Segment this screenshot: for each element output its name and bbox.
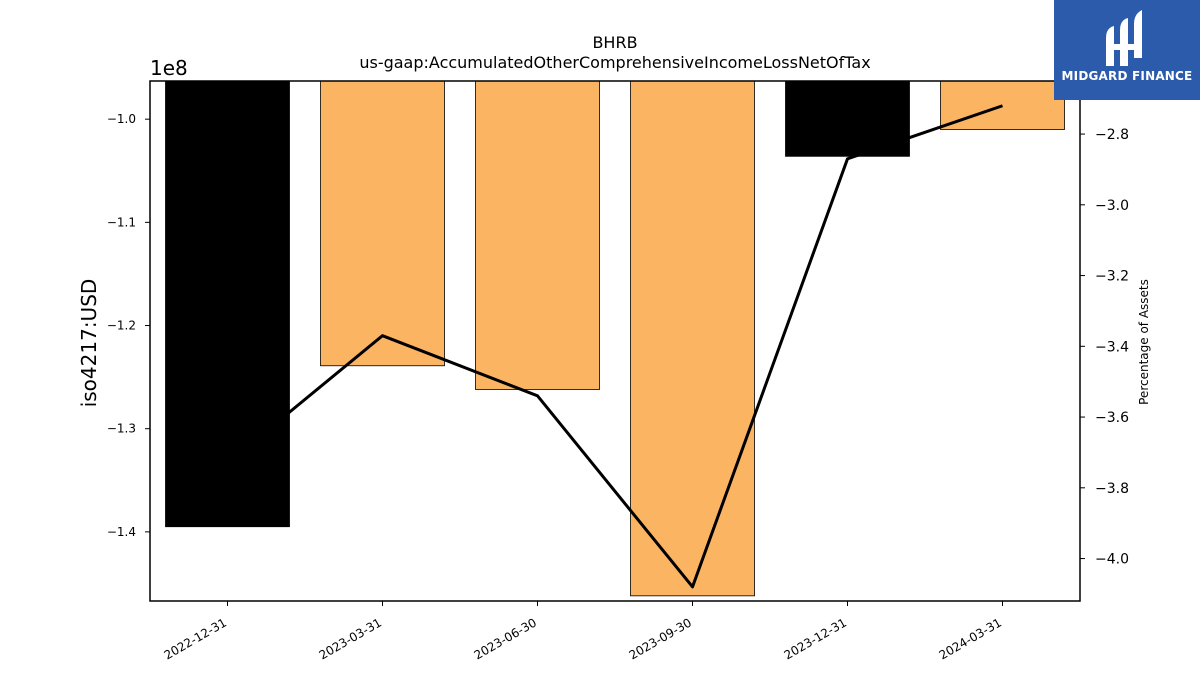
y2-tick-label: −3.2 — [1095, 269, 1129, 285]
y-tick-label: −1.0 — [107, 112, 136, 126]
x-tick-label: 2024-03-31 — [937, 615, 1004, 662]
bar-2023-03-31 — [320, 80, 445, 367]
bar-2023-09-30 — [630, 80, 755, 597]
percentage-of-assets-line — [226, 104, 1003, 589]
bar-2023-06-30 — [475, 80, 600, 390]
y2-tick-label: −3.8 — [1095, 481, 1129, 497]
y-tick-label: −1.2 — [107, 319, 136, 333]
plot-frame — [149, 80, 1081, 602]
x-tick-label: 2023-06-30 — [472, 615, 539, 662]
logo-mark-icon — [1106, 10, 1142, 66]
y2-tick-label: −3.0 — [1095, 198, 1129, 214]
chart-title: BHRB — [592, 33, 637, 52]
x-tick-label: 2023-03-31 — [317, 615, 384, 662]
bar-2022-12-31 — [165, 80, 290, 528]
y-axis-label: iso4217:USD — [77, 279, 101, 408]
y-offset-label: 1e8 — [150, 56, 188, 80]
bar-2024-03-31 — [940, 80, 1065, 130]
midgard-finance-logo: MIDGARD FINANCE — [1054, 0, 1200, 100]
y2-tick-label: −2.8 — [1095, 127, 1129, 143]
x-tick-label: 2022-12-31 — [162, 615, 229, 662]
x-tick-label: 2023-12-31 — [782, 615, 849, 662]
y2-axis-label: Percentage of Assets — [1137, 279, 1151, 405]
y2-tick-label: −3.6 — [1095, 410, 1129, 426]
y2-tick-label: −3.4 — [1095, 339, 1129, 355]
logo-text: MIDGARD FINANCE — [1061, 69, 1193, 83]
y-tick-label: −1.3 — [107, 422, 136, 436]
x-tick-label: 2023-09-30 — [627, 615, 694, 662]
y-tick-label: −1.1 — [107, 215, 136, 229]
chart-subtitle: us-gaap:AccumulatedOtherComprehensiveInc… — [359, 53, 870, 72]
y2-tick-label: −4.0 — [1095, 552, 1129, 568]
y-tick-label: −1.4 — [107, 525, 136, 539]
